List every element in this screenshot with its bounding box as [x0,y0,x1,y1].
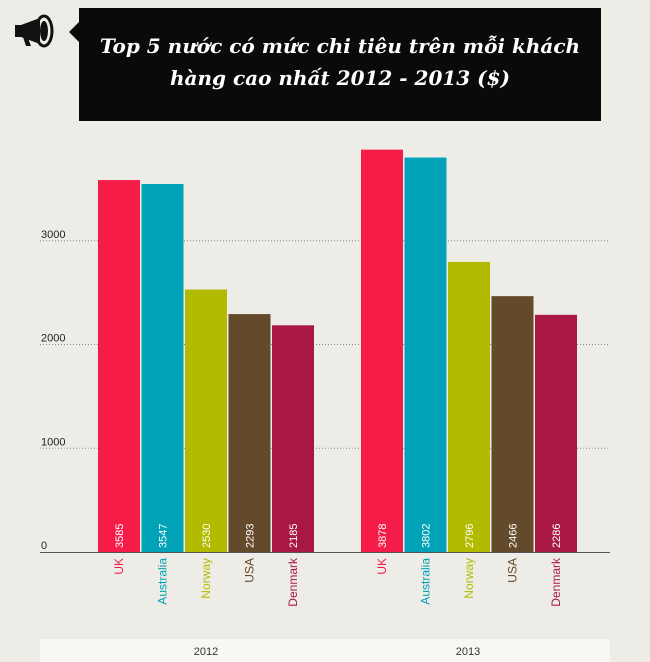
bar-2012-uk [98,180,140,552]
bar-2013-norway [448,261,490,552]
title-banner: Top 5 nước có mức chi tiêu trên mỗi khác… [69,8,601,121]
bar-value-label: 2530 [201,524,213,548]
megaphone-icon [15,14,54,48]
bar-2012-usa [228,314,271,552]
x-tick-label: USA [506,558,520,583]
y-tick-label: 3000 [41,229,65,241]
bar-value-label: 3547 [158,524,170,548]
group-label: 2013 [456,646,480,658]
year-band [40,639,610,662]
x-tick-label: Australia [419,558,433,605]
x-tick-label: UK [112,558,126,575]
x-tick-label: Norway [199,558,213,599]
x-tick-label: Denmark [549,557,563,607]
x-tick-label: UK [375,558,389,575]
bar-2012-australia [141,183,184,552]
group-label: 2012 [194,646,218,658]
x-tick-label: Denmark [286,557,300,607]
bar-value-label: 3878 [377,524,389,548]
bar-value-label: 2293 [245,524,257,548]
y-tick-label: 1000 [41,436,65,448]
x-tick-label: Australia [156,558,170,605]
x-tick-label: Norway [462,558,476,599]
y-tick-label: 0 [41,540,47,552]
y-tick-label: 2000 [41,333,65,345]
bar-value-label: 3585 [114,524,126,548]
bar-2013-denmark [535,314,577,552]
bar-value-label: 3802 [421,524,433,548]
bar-2012-norway [185,289,227,552]
bar-2013-australia [404,157,447,553]
bar-value-label: 2796 [464,524,476,548]
bar-2013-usa [491,296,534,552]
bar-2012-denmark [272,325,314,552]
x-tick-label: USA [243,558,257,583]
bar-value-label: 2286 [551,524,563,548]
chart-title: Top 5 nước có mức chi tiêu trên mỗi khác… [99,34,581,90]
bar-value-label: 2466 [508,524,520,548]
bar-value-label: 2185 [288,524,300,548]
bar-2013-uk [361,149,403,552]
